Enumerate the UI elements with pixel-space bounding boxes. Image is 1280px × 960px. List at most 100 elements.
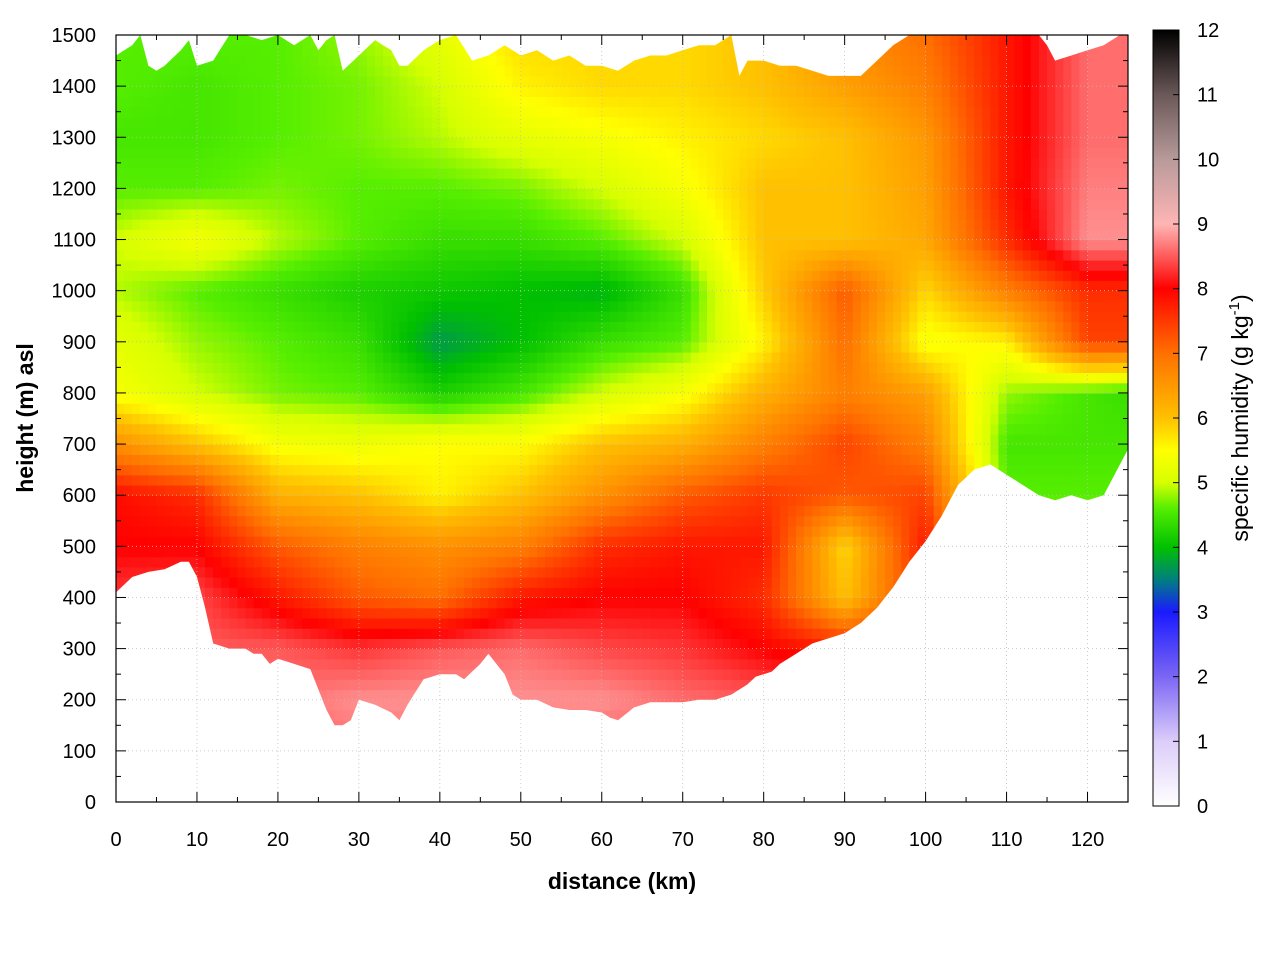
- field-cell: [456, 454, 465, 466]
- field-cell: [617, 515, 627, 527]
- field-cell: [188, 484, 198, 496]
- field-cell: [601, 597, 611, 609]
- field-cell: [553, 331, 562, 343]
- field-cell: [617, 709, 627, 721]
- field-cell: [536, 423, 546, 435]
- field-cell: [423, 311, 433, 322]
- field-cell: [132, 413, 141, 425]
- field-cell: [391, 382, 400, 394]
- field-cell: [456, 198, 465, 210]
- field-cell: [488, 259, 498, 271]
- field-cell: [569, 65, 579, 77]
- field-cell: [156, 352, 166, 363]
- field-cell: [286, 65, 295, 77]
- field-cell: [504, 484, 514, 496]
- field-cell: [407, 658, 417, 670]
- field-cell: [342, 648, 352, 660]
- field-cell: [261, 239, 271, 251]
- field-cell: [496, 167, 506, 179]
- field-cell: [447, 597, 457, 609]
- field-cell: [172, 352, 182, 363]
- field-cell: [553, 413, 562, 425]
- field-cell: [261, 55, 271, 67]
- field-cell: [196, 587, 206, 599]
- field-cell: [553, 587, 562, 599]
- field-cell: [326, 188, 336, 200]
- field-cell: [124, 413, 133, 425]
- field-cell: [140, 147, 149, 159]
- field-cell: [180, 536, 190, 547]
- field-cell: [553, 96, 562, 108]
- field-cell: [180, 270, 190, 282]
- field-cell: [447, 239, 457, 251]
- field-cell: [439, 444, 449, 455]
- field-cell: [415, 208, 425, 220]
- field-cell: [124, 249, 133, 261]
- field-cell: [593, 352, 603, 363]
- field-cell: [326, 505, 336, 517]
- field-cell: [617, 607, 627, 619]
- field-cell: [334, 454, 344, 466]
- field-cell: [205, 566, 214, 578]
- field-cell: [164, 229, 174, 241]
- field-cell: [512, 167, 522, 179]
- field-cell: [205, 259, 214, 271]
- field-cell: [488, 577, 498, 588]
- field-cell: [456, 86, 465, 97]
- field-cell: [464, 127, 473, 138]
- field-cell: [431, 566, 441, 578]
- field-cell: [488, 331, 498, 343]
- field-cell: [577, 392, 587, 404]
- field-cell: [528, 474, 538, 486]
- field-cell: [196, 341, 206, 353]
- field-cell: [528, 270, 538, 282]
- field-cell: [423, 147, 433, 159]
- field-cell: [415, 495, 425, 507]
- field-cell: [383, 127, 392, 138]
- field-cell: [188, 525, 198, 537]
- field-cell: [237, 311, 247, 322]
- field-cell: [569, 188, 579, 200]
- field-cell: [180, 116, 190, 128]
- field-cell: [294, 403, 303, 414]
- field-cell: [358, 454, 368, 466]
- field-cell: [383, 505, 392, 517]
- field-cell: [375, 311, 384, 322]
- field-cell: [261, 249, 271, 261]
- field-cell: [302, 566, 311, 578]
- field-cell: [277, 280, 287, 292]
- field-cell: [318, 259, 328, 271]
- field-cell: [512, 249, 522, 261]
- field-cell: [358, 157, 368, 169]
- field-cell: [286, 372, 295, 384]
- field-cell: [318, 617, 328, 629]
- field-cell: [634, 392, 643, 404]
- field-cell: [156, 198, 166, 210]
- field-cell: [213, 423, 222, 435]
- field-cell: [375, 699, 384, 711]
- field-cell: [269, 433, 279, 445]
- field-cell: [512, 413, 522, 425]
- field-cell: [261, 280, 271, 292]
- field-cell: [245, 536, 255, 547]
- field-cell: [156, 382, 166, 394]
- field-cell: [593, 587, 603, 599]
- field-cell: [334, 392, 344, 404]
- field-cell: [334, 96, 344, 108]
- field-cell: [626, 239, 635, 251]
- field-cell: [342, 679, 352, 691]
- field-cell: [318, 239, 328, 251]
- field-cell: [504, 669, 514, 680]
- field-cell: [593, 341, 603, 353]
- field-cell: [601, 178, 611, 189]
- field-cell: [269, 403, 279, 414]
- field-cell: [124, 454, 133, 466]
- field-cell: [375, 587, 384, 599]
- field-cell: [496, 577, 506, 588]
- field-cell: [609, 464, 619, 476]
- field-cell: [553, 321, 562, 333]
- field-cell: [140, 249, 149, 261]
- field-cell: [431, 137, 441, 149]
- field-cell: [504, 372, 514, 384]
- field-cell: [253, 372, 263, 384]
